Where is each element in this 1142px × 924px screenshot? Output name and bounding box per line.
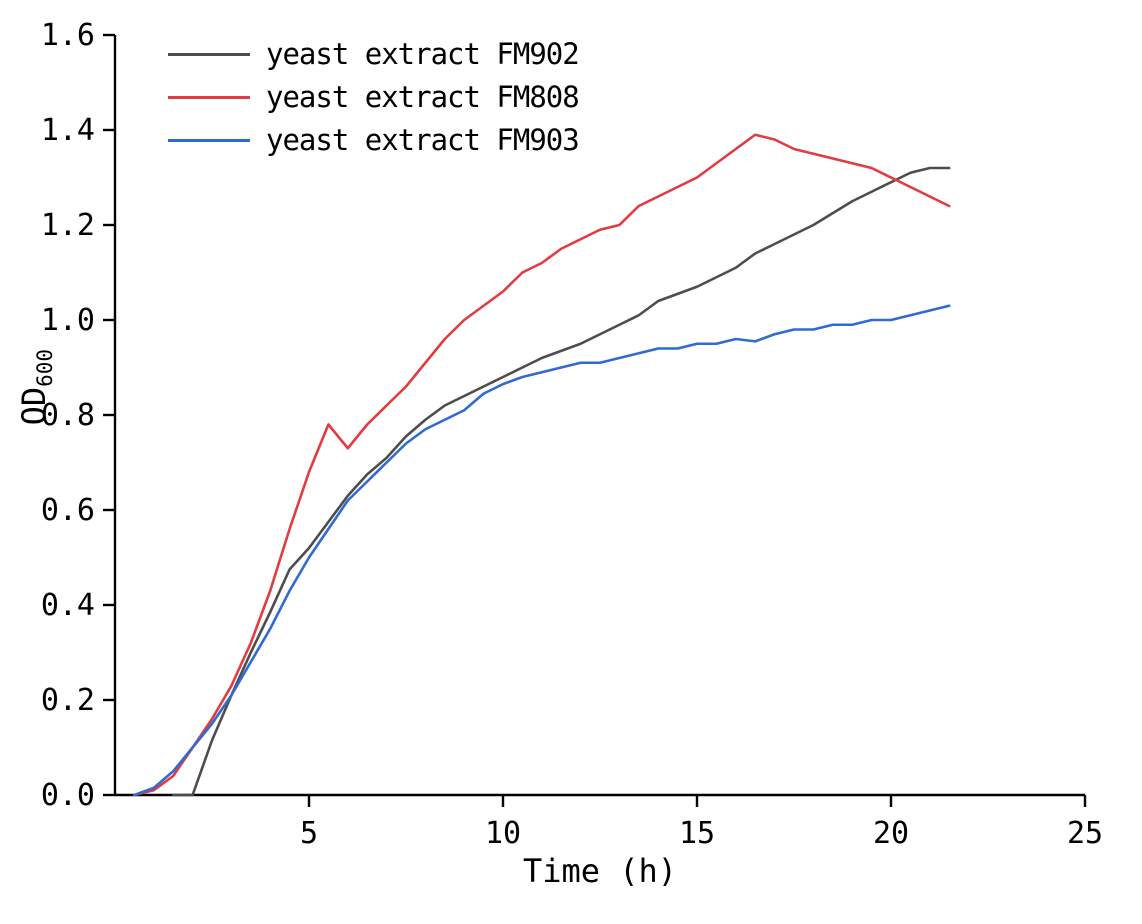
series-line-2	[133, 133, 951, 797]
legend-item-fm903: yeast extract FM903	[168, 122, 580, 158]
legend-item-fm902: yeast extract FM902	[168, 36, 580, 72]
x-tick-label: 25	[1067, 816, 1103, 851]
x-tick-label: 10	[485, 816, 521, 851]
legend-swatch-fm903	[168, 138, 250, 142]
y-tick-label: 0.2	[41, 683, 95, 718]
legend-swatch-fm902	[168, 52, 250, 56]
series-line-1	[171, 166, 951, 797]
y-tick-label: 1.2	[41, 208, 95, 243]
y-axis-title-text: OD	[14, 386, 53, 426]
legend-swatch-fm808	[168, 95, 250, 99]
legend-label-fm902: yeast extract FM902	[266, 37, 580, 71]
legend-label-fm808: yeast extract FM808	[266, 80, 580, 114]
x-axis-title: Time (h)	[522, 852, 678, 890]
y-tick-label: 1.0	[41, 303, 95, 338]
y-tick-label: 0.8	[41, 398, 95, 433]
y-tick-label: 1.6	[41, 18, 95, 53]
y-axis-title: OD600	[15, 307, 57, 467]
y-tick-label: 0.0	[41, 778, 95, 813]
legend: yeast extract FM902 yeast extract FM808 …	[168, 36, 580, 158]
series-line-3	[133, 304, 951, 797]
y-axis-title-subscript: 600	[33, 348, 58, 387]
legend-item-fm808: yeast extract FM808	[168, 79, 580, 115]
y-tick-label: 0.6	[41, 493, 95, 528]
x-tick-label: 20	[873, 816, 909, 851]
legend-label-fm903: yeast extract FM903	[266, 123, 580, 157]
y-tick-label: 0.4	[41, 588, 95, 623]
x-tick-label: 5	[300, 816, 318, 851]
y-tick-label: 1.4	[41, 113, 95, 148]
x-tick-label: 15	[679, 816, 715, 851]
